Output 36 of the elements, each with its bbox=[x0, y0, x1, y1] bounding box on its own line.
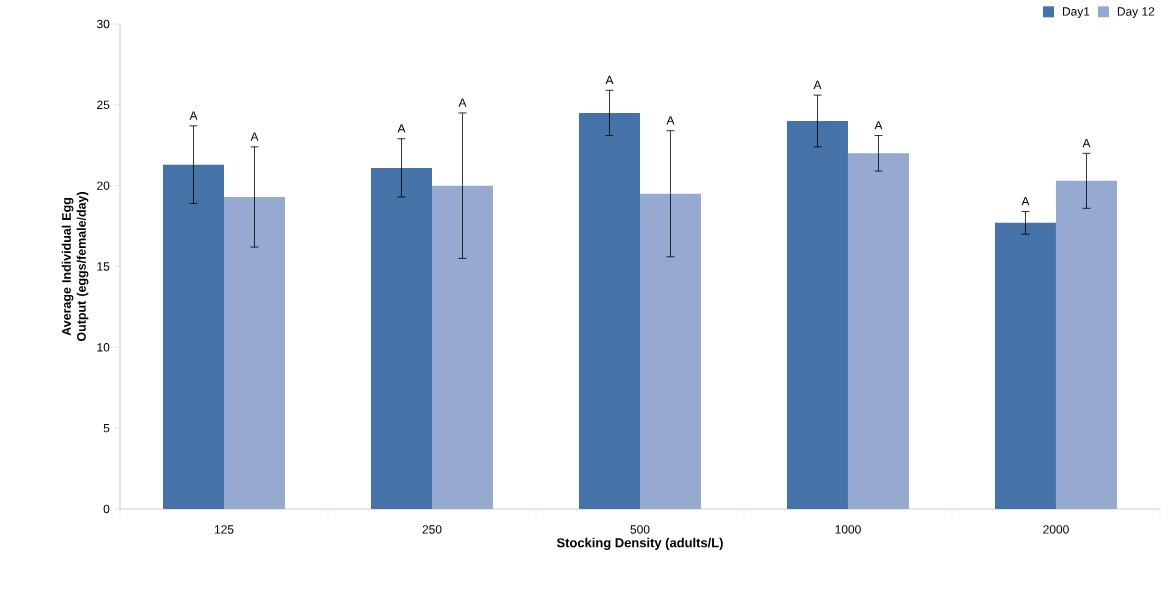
legend-label: Day 12 bbox=[1117, 7, 1155, 19]
x-tick-label: 250 bbox=[422, 525, 442, 534]
bar bbox=[786, 121, 848, 509]
x-tick-label: 500 bbox=[630, 525, 650, 534]
legend-label: Day1 bbox=[1063, 7, 1090, 19]
y-tick-label: 25 bbox=[97, 100, 110, 110]
annotation: A bbox=[666, 116, 675, 125]
bar bbox=[639, 193, 701, 509]
annotation: A bbox=[1021, 197, 1030, 206]
y-tick-label: 10 bbox=[97, 343, 110, 352]
y-tick-label: 15 bbox=[97, 262, 110, 271]
x-tick-label: 125 bbox=[214, 525, 234, 534]
bar bbox=[1055, 180, 1117, 509]
annotation: A bbox=[250, 132, 259, 141]
annotation: A bbox=[458, 98, 467, 107]
x-axis-title: Stocking Density (adults/L) bbox=[556, 537, 723, 550]
y-tick-label: 20 bbox=[97, 181, 110, 190]
bar bbox=[578, 112, 640, 509]
bar bbox=[431, 185, 493, 509]
annotation: A bbox=[1082, 138, 1091, 148]
bar bbox=[847, 153, 909, 509]
x-tick-label: 2000 bbox=[1043, 525, 1069, 534]
bar bbox=[163, 164, 224, 509]
annotation: A bbox=[605, 75, 614, 85]
y-tick-label: 30 bbox=[96, 19, 110, 29]
bar bbox=[994, 222, 1056, 509]
y-axis-title: Average Individual Egg Output (eggs/female/day) bbox=[61, 192, 89, 342]
y-tick-label: 0 bbox=[103, 504, 110, 514]
annotation: A bbox=[813, 80, 822, 89]
bar bbox=[370, 167, 432, 509]
y-tick-label: 5 bbox=[103, 424, 110, 433]
annotation: A bbox=[874, 121, 883, 130]
annotation: A bbox=[189, 111, 198, 120]
annotation: A bbox=[397, 124, 406, 133]
bar bbox=[224, 196, 285, 509]
x-tick-label: 1000 bbox=[835, 525, 861, 534]
